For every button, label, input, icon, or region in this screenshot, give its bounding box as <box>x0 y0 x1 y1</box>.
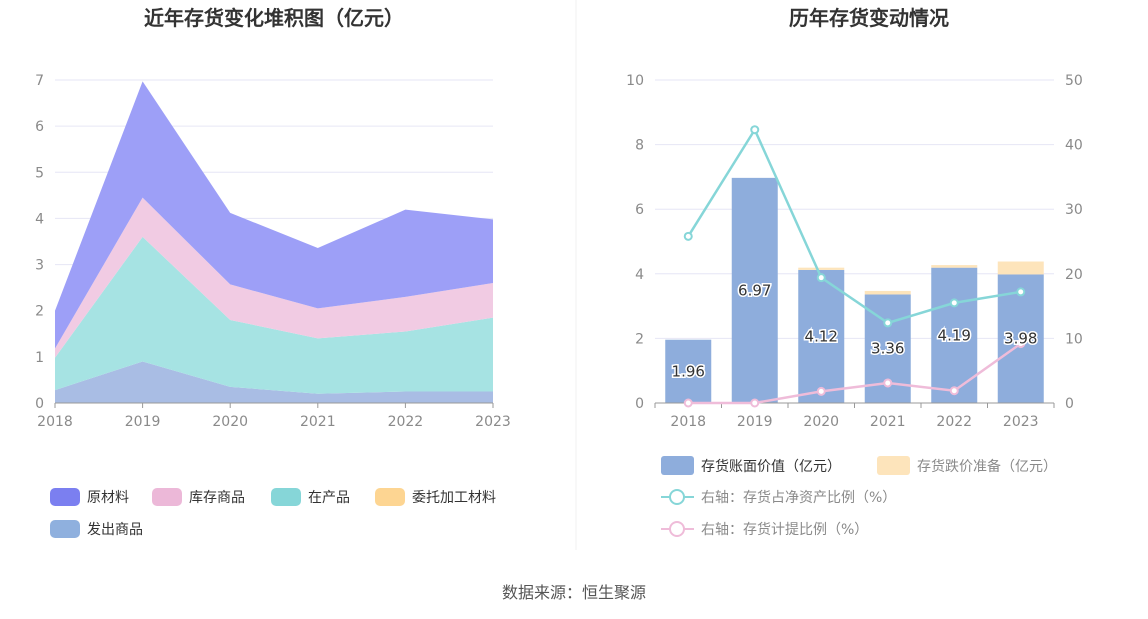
legend-swatch <box>152 488 182 506</box>
stacked-area-chart: 0 1 2 3 4 5 6 7 2018 2019 2020 2021 2022 2023 <box>35 73 511 430</box>
bar-line-chart: 0 2 4 6 8 10 0 10 20 30 40 50 2018 2019 2020 2021 2022 20… <box>626 73 1083 430</box>
x-tick-label: 2018 <box>37 414 73 430</box>
y-tick-label: 6 <box>35 119 44 135</box>
legend-swatch <box>661 456 694 475</box>
left-chart-title: 近年存货变化堆积图（亿元） <box>144 6 404 30</box>
bar-value-label: 3.98 <box>1004 330 1037 348</box>
bar-book-value <box>798 269 845 403</box>
y-tick-label: 0 <box>35 396 44 412</box>
x-tick-label: 2020 <box>803 414 839 430</box>
legend-swatch <box>375 488 405 506</box>
line-point <box>949 386 959 396</box>
legend-label: 库存商品 <box>189 490 245 506</box>
area-原材料 <box>55 81 493 349</box>
legend-swatch <box>877 456 910 475</box>
bar-impairment <box>931 265 978 268</box>
y-tick-label: 0 <box>635 396 644 412</box>
y-right-tick-label: 30 <box>1065 202 1083 218</box>
y-tick-label: 10 <box>626 73 644 89</box>
x-tick-label: 2022 <box>936 414 972 430</box>
line-point <box>949 298 959 308</box>
line-point <box>750 398 760 408</box>
x-tick-label: 2019 <box>737 414 773 430</box>
x-tick-label: 2023 <box>1003 414 1039 430</box>
x-tick-label: 2018 <box>670 414 706 430</box>
bar-value-label: 1.96 <box>672 362 705 380</box>
y-tick-label: 2 <box>35 304 44 320</box>
bar-value-label: 3.36 <box>871 340 904 358</box>
area-在产品 <box>55 236 493 394</box>
y-tick-label: 2 <box>635 331 644 347</box>
right-chart-title: 历年存货变动情况 <box>789 6 949 30</box>
line-point <box>750 125 760 135</box>
y-right-tick-label: 10 <box>1065 331 1083 347</box>
y-tick-label: 8 <box>635 138 644 154</box>
legend-label: 存货跌价准备（亿元） <box>917 458 1057 475</box>
legend-label: 右轴：存货计提比例（%） <box>701 521 868 538</box>
x-tick-label: 2023 <box>475 414 511 430</box>
y-tick-label: 1 <box>35 350 44 366</box>
legend-label: 在产品 <box>308 490 350 506</box>
legend-swatch <box>50 488 80 506</box>
y-tick-label: 4 <box>35 211 44 227</box>
y-tick-label: 5 <box>35 165 44 181</box>
x-tick-label: 2021 <box>870 414 906 430</box>
bar-value-label: 4.19 <box>938 326 971 344</box>
legend-label: 存货账面价值（亿元） <box>701 458 841 475</box>
y-tick-label: 6 <box>635 202 644 218</box>
line-point <box>883 378 893 388</box>
data-source: 数据来源：恒生聚源 <box>502 583 646 602</box>
line-point <box>816 386 826 396</box>
y-right-tick-label: 50 <box>1065 73 1083 89</box>
bar-book-value <box>731 177 778 403</box>
x-tick-label: 2019 <box>125 414 161 430</box>
line-series <box>687 127 1021 325</box>
legend-label: 原材料 <box>87 490 129 506</box>
bar-value-label: 4.12 <box>805 327 838 345</box>
line-point <box>883 318 893 328</box>
y-right-tick-label: 40 <box>1065 138 1083 154</box>
bar-value-label: 6.97 <box>738 281 771 299</box>
x-tick-label: 2020 <box>212 414 248 430</box>
legend-label: 委托加工材料 <box>412 490 496 506</box>
line-point <box>816 273 826 283</box>
bar-book-value <box>665 339 712 403</box>
legend-swatch <box>50 520 80 538</box>
line-point <box>1016 287 1026 297</box>
legend-marker <box>669 489 685 505</box>
bar-impairment <box>798 267 845 270</box>
x-tick-label: 2021 <box>300 414 336 430</box>
bar-impairment <box>864 290 911 295</box>
line-point <box>683 398 693 408</box>
legend-label: 发出商品 <box>87 522 143 538</box>
legend-label: 右轴：存货占净资产比例（%） <box>701 489 896 506</box>
y-right-tick-label: 0 <box>1065 396 1074 412</box>
x-tick-label: 2022 <box>388 414 424 430</box>
y-tick-label: 7 <box>35 73 44 89</box>
line-point <box>1016 339 1026 349</box>
area-库存商品 <box>55 197 493 358</box>
line-point <box>683 231 693 241</box>
right-legend: 存货账面价值（亿元） 存货跌价准备（亿元） 右轴：存货占净资产比例（%） 右轴：存货计… <box>661 456 1057 538</box>
y-right-tick-label: 20 <box>1065 267 1083 283</box>
y-tick-label: 3 <box>35 258 44 274</box>
bar-impairment <box>997 261 1044 275</box>
line-series <box>688 342 1022 405</box>
legend-swatch <box>271 488 301 506</box>
area-发出商品 <box>55 361 493 403</box>
legend-marker <box>669 521 685 537</box>
y-tick-label: 4 <box>635 267 644 283</box>
